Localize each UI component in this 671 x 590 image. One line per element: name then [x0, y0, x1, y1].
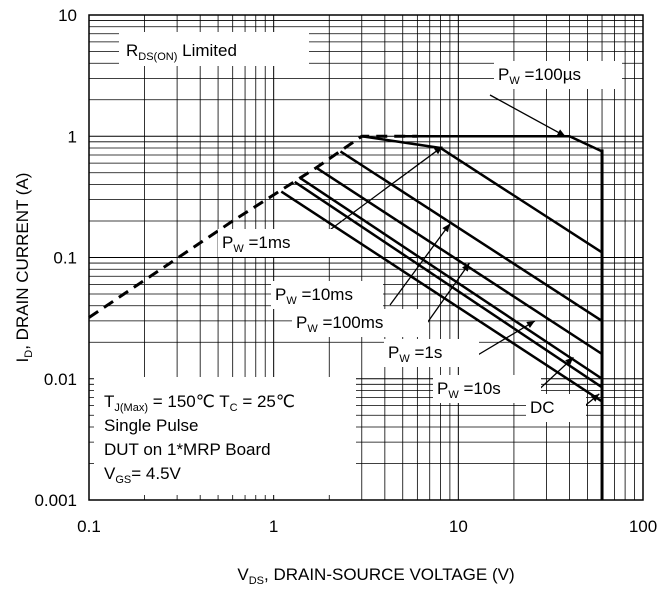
x-tick-label: 0.1	[77, 517, 101, 536]
series-label: PW =1s	[388, 343, 442, 365]
series-label-part: P	[498, 65, 509, 84]
series-label-part: =100ms	[318, 313, 384, 332]
condition-line-part: V	[104, 464, 116, 483]
rds-limit-label: RDS(ON) Limited	[126, 41, 237, 63]
pointer-line	[389, 223, 451, 306]
pointer-line	[419, 262, 471, 334]
series-label-part: P	[437, 379, 448, 398]
plot-border	[88, 14, 644, 501]
x-axis-title: VDS, DRAIN-SOURCE VOLTAGE (V)	[237, 565, 514, 587]
series-label: PW =10ms	[275, 285, 353, 307]
y-axis-title-part: , DRAIN CURRENT (A)	[13, 173, 32, 350]
tick-labels: 0.1 1 10 100 0.001 0.01 0.1 1 10	[34, 6, 657, 536]
series-label-bg	[292, 309, 428, 337]
y-axis-title-part: I	[13, 358, 32, 363]
condition-line-part: GS	[115, 474, 131, 486]
condition-line-part: Single Pulse	[104, 416, 199, 435]
condition-line-part: J(Max)	[114, 402, 148, 414]
series-line	[339, 150, 603, 322]
x-tick-label: 10	[449, 517, 468, 536]
pointer-arrowhead	[565, 357, 574, 366]
rds-limit-label-part: Limited	[177, 41, 237, 60]
series-line	[315, 166, 603, 356]
pointer-line	[489, 94, 566, 137]
series-line	[299, 177, 603, 380]
x-tick-label: 100	[629, 517, 657, 536]
pointer-arrowhead	[590, 393, 600, 402]
axis-titles: VDS, DRAIN-SOURCE VOLTAGE (V)ID, DRAIN C…	[13, 173, 515, 587]
series-label-part: W	[448, 389, 459, 401]
series-label-part: P	[222, 233, 233, 252]
series-label-bg	[526, 394, 586, 422]
series-label-bg	[433, 375, 541, 403]
condition-line: Single Pulse	[104, 416, 199, 435]
pointer-arrowhead	[442, 223, 450, 233]
series-label-part: =1s	[410, 343, 443, 362]
series-line	[294, 180, 603, 389]
condition-line-part: = 4.5V	[131, 464, 181, 483]
y-axis-title-group: ID, DRAIN CURRENT (A)	[13, 173, 35, 363]
y-tick-label: 10	[58, 6, 77, 25]
x-axis-title-part: DS	[249, 575, 264, 587]
series-label-bg	[494, 61, 622, 89]
series-label-bg	[384, 339, 479, 367]
series-label-part: P	[388, 343, 399, 362]
series-label-part: W	[399, 353, 410, 365]
series-label-part: W	[233, 243, 244, 255]
series-label: PW =100µs	[498, 65, 581, 87]
pointer-arrowhead	[526, 320, 535, 329]
series-line	[402, 135, 603, 153]
y-tick-label: 0.001	[34, 491, 77, 510]
rds-limit-label-part: DS(ON)	[138, 51, 177, 63]
condition-line-part: = 150℃ T	[148, 392, 230, 411]
series-label: DC	[530, 398, 555, 417]
series-label: PW =100ms	[296, 313, 383, 335]
pointer-arrowhead	[433, 146, 443, 155]
condition-line-part: = 25℃	[238, 392, 295, 411]
conditions-bg	[94, 377, 356, 495]
condition-line: DUT on 1*MRP Board	[104, 440, 271, 459]
series-line	[361, 135, 603, 254]
series-label-part: DC	[530, 398, 555, 417]
plot-frame	[88, 14, 644, 501]
condition-line: VGS= 4.5V	[104, 464, 182, 486]
y-tick-label: 0.01	[44, 370, 77, 389]
series-label-part: =100µs	[520, 65, 581, 84]
rds-limit-label-part: R	[126, 41, 138, 60]
y-tick-label: 0.1	[53, 249, 77, 268]
x-axis-title-part: , DRAIN-SOURCE VOLTAGE (V)	[264, 565, 515, 584]
series-label: PW =1ms	[222, 233, 291, 255]
series-label-part: P	[296, 313, 307, 332]
x-axis-title-part: V	[237, 565, 249, 584]
series-label: PW =10s	[437, 379, 501, 401]
series-label-bg	[218, 229, 336, 257]
pointer-arrowhead	[462, 263, 470, 272]
rds-label-bg	[119, 32, 309, 66]
series-label-part: W	[307, 323, 318, 335]
pointer-arrowhead	[556, 129, 566, 137]
series-label-part: =1ms	[244, 233, 291, 252]
series-label-part: =10ms	[297, 285, 353, 304]
condition-line: TJ(Max) = 150℃ TC = 25℃	[104, 392, 295, 414]
series-label-part: P	[275, 285, 286, 304]
x-tick-label: 1	[269, 517, 278, 536]
y-axis-title: ID, DRAIN CURRENT (A)	[13, 173, 35, 363]
y-axis-title-part: D	[23, 350, 35, 358]
series-label-bg	[271, 281, 383, 309]
y-tick-label: 1	[68, 127, 77, 146]
condition-line-part: C	[230, 402, 238, 414]
series-label-part: W	[286, 295, 297, 307]
condition-line-part: DUT on 1*MRP Board	[104, 440, 271, 459]
series-label-part: =10s	[459, 379, 501, 398]
condition-line-part: T	[104, 392, 114, 411]
series-label-part: W	[509, 75, 520, 87]
